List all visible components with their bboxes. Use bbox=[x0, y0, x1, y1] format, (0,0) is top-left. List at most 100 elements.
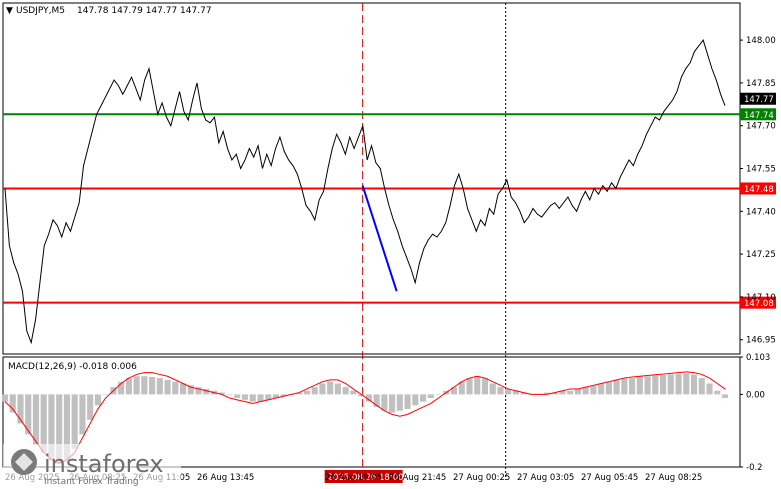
macd-bar bbox=[621, 378, 628, 395]
macd-bar bbox=[1, 394, 9, 402]
macd-bar bbox=[249, 394, 256, 402]
price-line bbox=[4, 39, 726, 345]
macd-bar bbox=[698, 378, 705, 395]
macd-bar bbox=[605, 381, 612, 395]
x-tick-label: 27 Aug 03:05 bbox=[517, 473, 574, 483]
macd-panel-frame bbox=[2, 356, 741, 468]
x-tick-label: 26 Aug 19:05 bbox=[325, 473, 382, 483]
y-tick-label: 148.00 bbox=[746, 36, 776, 46]
macd-bar bbox=[334, 383, 341, 395]
macd-bar bbox=[675, 374, 682, 395]
macd-bar bbox=[272, 394, 280, 399]
y-tick-label: 147.70 bbox=[746, 122, 776, 132]
macd-bar bbox=[598, 383, 605, 395]
macd-bar bbox=[179, 383, 187, 395]
brand-tagline: Instant Forex Trading bbox=[44, 477, 139, 487]
macd-bar bbox=[56, 394, 63, 464]
macd-bar bbox=[629, 378, 636, 395]
macd-bar bbox=[613, 379, 620, 395]
macd-bar bbox=[652, 375, 659, 395]
macd-bar bbox=[404, 394, 411, 409]
macd-bar bbox=[412, 394, 419, 406]
y-tick-label: 147.40 bbox=[746, 207, 776, 217]
macd-bar bbox=[257, 394, 264, 402]
macd-bar bbox=[164, 379, 171, 395]
ohlc-readout: 147.78 147.79 147.77 147.77 bbox=[77, 6, 212, 16]
macd-bar bbox=[133, 376, 140, 395]
macd-bar bbox=[559, 390, 566, 395]
macd-bar bbox=[690, 374, 698, 395]
price-panel-frame bbox=[2, 2, 741, 355]
separator-lines bbox=[362, 3, 507, 480]
macd-bar bbox=[79, 394, 86, 435]
macd-bar bbox=[319, 383, 326, 395]
level-lines: 147.74 147.48 147.08 bbox=[3, 108, 776, 309]
macd-bar bbox=[466, 378, 473, 395]
macd-bar bbox=[365, 394, 372, 402]
macd-series bbox=[1, 371, 729, 464]
x-tick-label: 27 Aug 05:45 bbox=[581, 473, 638, 483]
macd-y-tick-label: 0.103 bbox=[746, 353, 770, 363]
macd-bar bbox=[474, 376, 481, 395]
macd-label: MACD(12,26,9) -0.018 0.006 bbox=[8, 362, 137, 372]
x-tick-label: 26 Aug 13:45 bbox=[197, 473, 254, 483]
macd-bar bbox=[419, 394, 427, 402]
macd-bar bbox=[87, 394, 94, 420]
macd-bar bbox=[497, 387, 504, 395]
current-price-tag bbox=[740, 92, 776, 105]
macd-bar bbox=[234, 394, 241, 399]
x-tick-label: 27 Aug 00:25 bbox=[453, 473, 510, 483]
macd-bar bbox=[226, 394, 233, 395]
macd-bar bbox=[40, 394, 47, 453]
y-tick-label: 147.10 bbox=[746, 293, 776, 303]
drop-segment-line bbox=[361, 185, 398, 292]
y-tick-label: 146.95 bbox=[746, 336, 776, 346]
macd-bar bbox=[350, 390, 357, 395]
macd-bar bbox=[389, 394, 396, 413]
macd-bar bbox=[172, 381, 179, 395]
x-tick-label: 27 Aug 08:25 bbox=[645, 473, 702, 483]
price-series: 147.77 bbox=[4, 39, 776, 345]
macd-bar bbox=[721, 394, 729, 399]
level-label-0: 147.74 bbox=[744, 111, 774, 121]
y-tick-label: 147.25 bbox=[746, 250, 776, 260]
x-tick-label: 26 Aug 21:45 bbox=[389, 473, 446, 483]
macd-bar bbox=[296, 392, 303, 395]
level-label-2: 147.08 bbox=[744, 299, 774, 309]
macd-bar bbox=[427, 394, 434, 399]
macd-bar bbox=[520, 392, 527, 395]
macd-bar bbox=[32, 394, 40, 446]
macd-bar bbox=[71, 394, 78, 449]
macd-bar bbox=[141, 376, 148, 395]
macd-bar bbox=[358, 394, 365, 397]
macd-bar bbox=[187, 385, 194, 395]
macd-bar bbox=[481, 378, 489, 395]
macd-bar bbox=[9, 394, 16, 413]
macd-bar bbox=[17, 394, 24, 424]
macd-bar bbox=[63, 394, 71, 460]
macd-bar bbox=[706, 383, 713, 395]
macd-bar bbox=[94, 394, 101, 406]
macd-bar bbox=[373, 394, 380, 408]
macd-bar bbox=[683, 373, 690, 395]
level-tag-0 bbox=[740, 108, 776, 121]
macd-bar bbox=[659, 374, 667, 395]
macd-bar bbox=[381, 394, 388, 411]
dropdown-arrow-icon[interactable]: ▼ bbox=[6, 6, 13, 16]
macd-bar bbox=[156, 378, 163, 395]
macd-bar bbox=[125, 378, 132, 395]
macd-bar bbox=[195, 387, 202, 395]
macd-bar bbox=[714, 390, 721, 395]
macd-bar bbox=[25, 394, 32, 435]
macd-bar bbox=[543, 392, 551, 395]
brand-name: instaforex bbox=[44, 450, 164, 478]
macd-y-tick-label: 0.00 bbox=[746, 390, 765, 400]
macd-bar bbox=[149, 376, 156, 395]
macd-bar bbox=[435, 394, 442, 395]
price-y-axis: 148.00 147.85 147.70 147.55 147.40 147.25 147.… bbox=[740, 36, 776, 346]
macd-bar bbox=[582, 387, 589, 395]
macd-bar bbox=[636, 376, 643, 395]
macd-bar bbox=[241, 394, 249, 400]
macd-bar bbox=[458, 381, 465, 395]
